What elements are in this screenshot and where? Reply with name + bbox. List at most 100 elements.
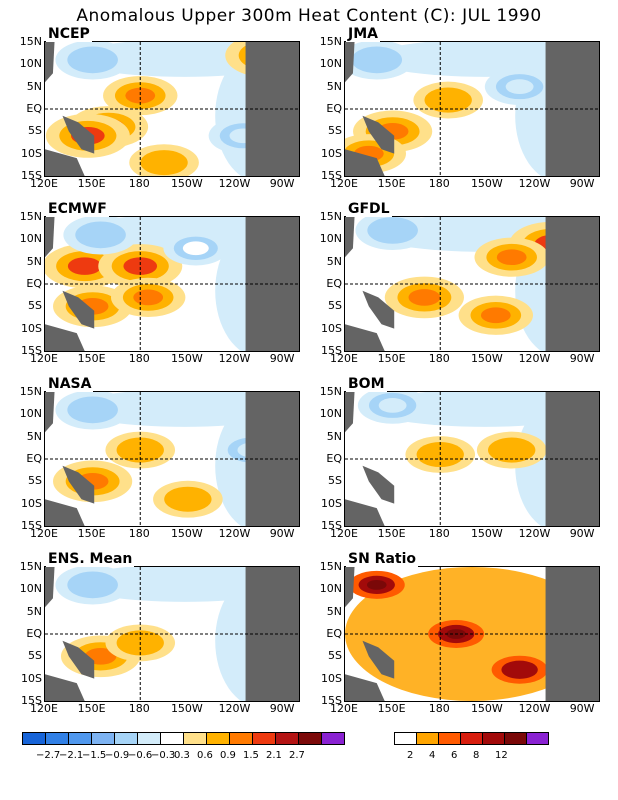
colorbar-label: 6	[451, 750, 458, 761]
y-tick-label: 15N	[319, 560, 342, 573]
anomaly-blob	[125, 87, 156, 104]
y-tick-label: 10S	[21, 671, 42, 685]
anomaly-blob	[496, 249, 527, 266]
anomaly-blob	[126, 442, 155, 458]
anomaly-blob	[480, 307, 511, 324]
colorbar-swatch	[482, 732, 505, 745]
colorbar-swatch	[91, 732, 115, 745]
heatmap-svg	[345, 42, 599, 176]
new-guinea-land	[362, 115, 395, 154]
australia-land	[45, 674, 85, 701]
panel-nasa: NASA 15N 10N 5N EQ 5S 10S 15S 120E 150E 180 150W 120…	[0, 376, 300, 548]
x-tick-label: 180	[128, 527, 150, 540]
x-tick-label: 180	[428, 177, 450, 190]
philippines-land	[45, 217, 55, 258]
x-tick-label: 90W	[569, 702, 595, 715]
australia-land	[45, 499, 85, 526]
y-tick-label: 5S	[28, 474, 42, 488]
x-tick-label: 180	[128, 177, 150, 190]
x-tick-label: 120E	[30, 702, 58, 715]
anomaly-blob	[434, 92, 463, 108]
x-tick-label: 120W	[518, 352, 551, 365]
x-tick-label: 150W	[470, 702, 503, 715]
panel-title: ECMWF	[46, 201, 109, 217]
y-tick-label: 10S	[321, 671, 342, 685]
y-tick-label: EQ	[26, 627, 42, 640]
colorbar-swatch	[183, 732, 207, 745]
y-tick-label: 10N	[319, 232, 342, 246]
colorbar-label: −0.3	[151, 750, 176, 761]
y-tick-label: 15N	[19, 385, 42, 398]
y-tick-label: 5S	[328, 124, 342, 138]
x-tick-label: 90W	[269, 527, 295, 540]
x-tick-label: 120W	[518, 177, 551, 190]
colorbar-swatch	[206, 732, 230, 745]
panel-sn-ratio: SN Ratio 15N 10N 5N EQ 5S 10S 15S 120E 150E 180 150…	[300, 551, 600, 723]
x-tick-label: 120W	[218, 352, 251, 365]
y-tick-label: EQ	[26, 452, 42, 465]
x-tick-label: 150W	[170, 527, 203, 540]
x-tick-label: 90W	[269, 352, 295, 365]
x-tick-label: 120E	[30, 177, 58, 190]
australia-land	[45, 149, 85, 176]
panel-title: NCEP	[46, 26, 92, 42]
y-tick-label: 10N	[19, 582, 42, 596]
new-guinea-land	[62, 290, 95, 329]
new-guinea-land	[62, 640, 95, 679]
australia-land	[45, 324, 85, 351]
x-tick-label: 90W	[569, 527, 595, 540]
anomaly-blob	[366, 579, 387, 590]
anomaly-blob	[133, 289, 164, 306]
x-tick-label: 150E	[377, 702, 406, 715]
y-tick-label: 15S	[321, 519, 342, 532]
new-guinea-land	[362, 465, 395, 504]
x-tick-label: 120E	[30, 352, 58, 365]
x-tick-label: 150E	[77, 352, 106, 365]
heatmap-svg	[45, 217, 299, 351]
y-tick-label: 15S	[321, 169, 342, 182]
colorbar-label: −0.9	[105, 750, 130, 761]
figure-title: Anomalous Upper 300m Heat Content (C): J…	[76, 6, 542, 26]
anomaly-blob	[77, 52, 108, 68]
x-tick-label: 120W	[218, 702, 251, 715]
x-tick-label: 120E	[330, 527, 358, 540]
x-tick-label: 150W	[470, 352, 503, 365]
y-tick-label: 5N	[326, 79, 342, 93]
colorbar-swatch	[275, 732, 299, 745]
map-area	[344, 391, 600, 527]
map-area	[44, 41, 300, 177]
y-tick-label: 5N	[326, 429, 342, 443]
anomaly-blob	[150, 155, 178, 170]
anomaly-blob	[182, 241, 209, 256]
y-tick-label: 15N	[319, 210, 342, 223]
panel-gfdl: GFDL 15N 10N 5N EQ 5S 10S 15S 120E 150E 180 150W 120…	[300, 201, 600, 373]
y-tick-label: 10N	[319, 582, 342, 596]
colorbar-swatch	[438, 732, 461, 745]
y-tick-label: 5N	[326, 254, 342, 268]
colorbar-label: 2.1	[266, 750, 282, 761]
x-tick-label: 120W	[518, 527, 551, 540]
panel-ecmwf: ECMWF 15N 10N 5N EQ 5S 10S 15S 120E 150E 180 150W 12…	[0, 201, 300, 373]
sn-colorbar	[394, 732, 549, 745]
heatmap-svg	[45, 567, 299, 701]
y-tick-label: 15S	[21, 344, 42, 357]
y-tick-label: 10N	[19, 57, 42, 71]
new-guinea-land	[362, 640, 395, 679]
y-tick-label: 15N	[319, 385, 342, 398]
panel-title: GFDL	[346, 201, 392, 217]
colorbar-label: 8	[473, 750, 480, 761]
philippines-land	[345, 217, 355, 258]
sn-colorbar-labels: 2 4 6 8 12	[394, 750, 554, 764]
y-tick-label: 5N	[26, 604, 42, 618]
y-tick-label: 10N	[319, 407, 342, 421]
anomaly-blob	[85, 227, 116, 243]
y-tick-label: 10N	[319, 57, 342, 71]
colorbar-label: 12	[495, 750, 508, 761]
x-tick-label: 150W	[170, 177, 203, 190]
philippines-land	[45, 392, 55, 433]
heatmap-svg	[345, 567, 599, 701]
y-tick-label: 5S	[28, 649, 42, 663]
x-tick-label: 180	[128, 702, 150, 715]
colorbar-label: 2.7	[289, 750, 305, 761]
colorbar-swatch	[526, 732, 549, 745]
